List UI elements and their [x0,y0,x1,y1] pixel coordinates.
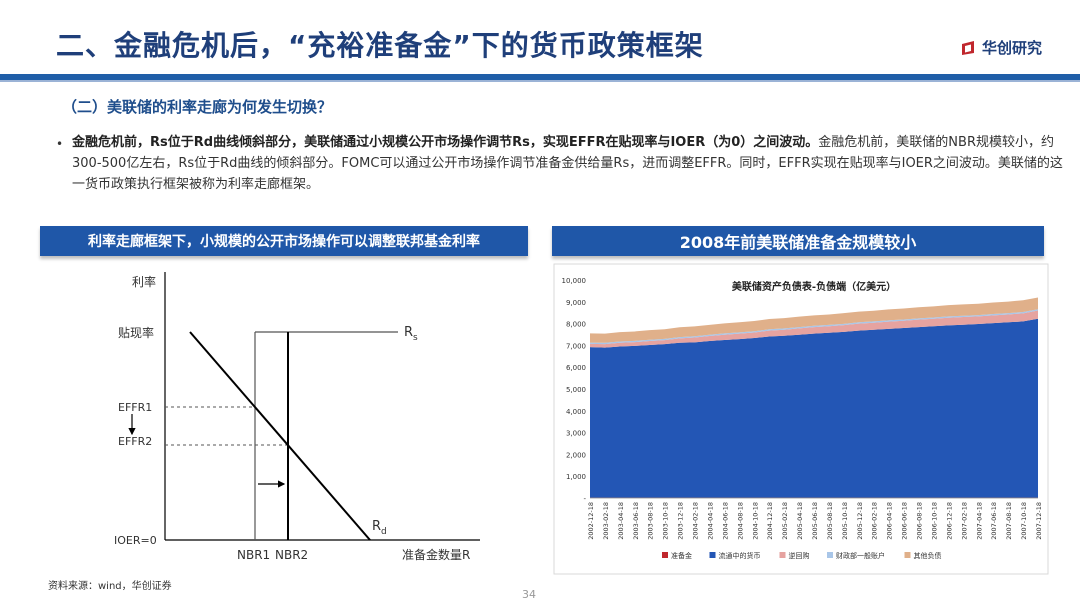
x-tick-label: 2004-06-18 [721,502,729,540]
y-tick-label: 9,000 [566,299,586,307]
y-tick-label: 1,000 [566,473,586,481]
y-label-ioer: IOER=0 [114,534,157,547]
x-tick-label: 2007-12-18 [1035,502,1043,540]
y-label-effr2: EFFR2 [118,435,152,448]
x-tick-label: 2003-10-18 [662,502,670,540]
x-tick-label: 2006-08-18 [916,502,924,540]
x-tick-label: 2003-08-18 [647,502,655,540]
y-tick-label: 4,000 [566,408,586,416]
x-tick-label: 2006-04-18 [886,502,894,540]
x-tick-label: 2005-06-18 [811,502,819,540]
y-axis-label: 利率 [132,274,156,289]
y-tick-label: 2,000 [566,451,586,459]
x-tick-label: 2003-12-18 [677,502,685,540]
liabilities-area-chart: 美联储资产负债表-负债端（亿美元） - 1,000 2,000 3,000 4,000 5,… [553,263,1049,575]
legend-swatch-0 [662,552,668,558]
x-tick-label: 2005-02-18 [781,502,789,540]
page-number: 34 [522,588,536,601]
x-tick-label: 2007-08-18 [1005,502,1013,540]
x-tick-label: 2007-04-18 [975,502,983,540]
legend-label-1: 流通中的货币 [719,551,761,560]
legend-label-3: 财政部一般账户 [836,551,885,560]
x-tick-label: 2004-12-18 [766,502,774,540]
x-tick-label: 2006-12-18 [945,502,953,540]
x-tick-label: 2006-02-18 [871,502,879,540]
section-subtitle: （二）美联储的利率走廊为何发生切换？ [62,98,333,116]
y-label-discount: 贴现率 [118,325,154,340]
x-tick-label: 2004-02-18 [692,502,700,540]
body-regular-text: 金融危机前，美联储的NBR规模较小，约300-500亿左右，Rs位于Rd曲线的倾… [72,135,1063,192]
header-rule-thin [0,80,1080,82]
logo-icon [961,40,974,55]
chart-title: 美联储资产负债表-负债端（亿美元） [732,280,896,293]
x-label-nbr2: NBR2 [275,548,308,562]
source-note: 资料来源：wind，华创证券 [48,581,172,592]
legend-swatch-1 [709,552,716,558]
bullet-icon: • [56,137,64,151]
x-tick-label: 2007-10-18 [1020,502,1028,540]
legend-label-0: 准备金 [671,551,692,560]
rd-demand-curve [189,331,371,541]
y-tick-label: 7,000 [566,342,586,350]
page-title: 二、金融危机后，“充裕准备金”下的货币政策框架 [56,29,704,62]
x-label-nbr1: NBR1 [237,548,270,562]
curve-rd-label: Rd [372,519,387,537]
x-tick-label: 2003-02-18 [602,502,610,540]
legend-swatch-3 [827,552,833,558]
body-paragraph: 金融危机前，Rs位于Rd曲线倾斜部分，美联储通过小规模公开市场操作调节Rs，实现… [72,132,1072,195]
logo-text: 华创研究 [981,39,1042,57]
x-tick-label: 2004-08-18 [736,502,744,540]
x-tick-label: 2002-12-18 [587,502,595,540]
x-tick-label: 2005-04-18 [796,502,804,540]
legend-label-2: 逆回购 [789,551,810,560]
x-tick-label: 2005-12-18 [856,502,864,540]
body-bold-text: 金融危机前，Rs位于Rd曲线倾斜部分，美联储通过小规模公开市场操作调节Rs，实现… [72,135,819,150]
legend-swatch-2 [779,552,786,558]
left-panel-banner: 利率走廊框架下，小规模的公开市场操作可以调整联邦基金利率 [40,226,528,256]
legend-swatch-4 [904,552,911,558]
y-tick-label: 8,000 [566,321,586,329]
x-tick-label: 2006-10-18 [930,502,938,540]
brand-logo: 华创研究 [960,37,1042,58]
y-tick-label: 5,000 [566,386,586,394]
x-tick-label: 2003-04-18 [617,502,625,540]
x-tick-label: 2005-08-18 [826,502,834,540]
y-tick-label: 10,000 [562,277,587,285]
x-axis-label: 准备金数量R [402,547,470,562]
x-tick-label: 2004-10-18 [751,502,759,540]
x-tick-label: 2006-06-18 [901,502,909,540]
y-label-effr1: EFFR1 [118,401,152,414]
x-tick-label: 2003-06-18 [632,502,640,540]
y-tick-label: - [583,495,586,503]
x-tick-label: 2004-04-18 [706,502,714,540]
y-tick-label: 3,000 [566,430,586,438]
series-area-1 [590,318,1038,498]
series-area-4 [590,297,1038,343]
header-rule [0,74,1080,80]
legend-label-4: 其他负债 [914,551,942,560]
corridor-diagram: 利率 贴现率 EFFR1 EFFR2 IOER=0 Rs Rd NBR1 NBR… [114,272,480,562]
series-area-3 [590,309,1038,345]
series-area-2 [590,310,1038,348]
x-tick-label: 2007-02-18 [960,502,968,540]
curve-rs-label: Rs [404,325,418,343]
x-tick-label: 2007-06-18 [990,502,998,540]
right-panel-banner: 2008年前美联储准备金规模较小 [552,226,1044,256]
y-tick-label: 6,000 [566,364,586,372]
x-tick-label: 2005-10-18 [841,502,849,540]
